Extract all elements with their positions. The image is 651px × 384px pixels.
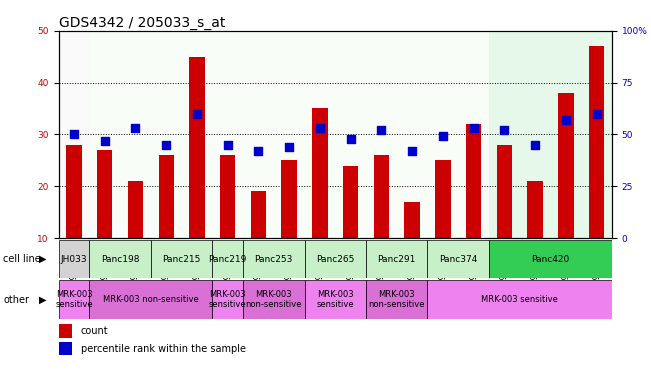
Bar bbox=[212, 280, 243, 319]
Text: JH033: JH033 bbox=[61, 255, 87, 264]
Text: GDS4342 / 205033_s_at: GDS4342 / 205033_s_at bbox=[59, 16, 225, 30]
Bar bbox=[59, 31, 89, 238]
Bar bbox=[312, 108, 327, 290]
Bar bbox=[428, 31, 458, 238]
Point bbox=[314, 125, 325, 131]
Bar bbox=[151, 31, 182, 238]
Text: Panc219: Panc219 bbox=[208, 255, 247, 264]
Bar bbox=[281, 161, 297, 290]
Bar bbox=[89, 280, 212, 319]
Text: cell line: cell line bbox=[3, 254, 41, 264]
Point bbox=[130, 125, 141, 131]
Text: MRK-003
non-sensitive: MRK-003 non-sensitive bbox=[368, 290, 425, 309]
Bar bbox=[581, 31, 612, 238]
Bar bbox=[59, 342, 72, 355]
Bar bbox=[374, 155, 389, 290]
Bar bbox=[212, 31, 243, 238]
Text: Panc420: Panc420 bbox=[531, 255, 570, 264]
Bar bbox=[428, 240, 489, 278]
Point bbox=[253, 148, 264, 154]
Bar bbox=[435, 161, 450, 290]
Text: Panc374: Panc374 bbox=[439, 255, 477, 264]
Text: MRK-003
sensitive: MRK-003 sensitive bbox=[55, 290, 93, 309]
Point bbox=[591, 111, 602, 117]
Bar bbox=[558, 93, 574, 290]
Bar bbox=[305, 31, 335, 238]
Bar bbox=[243, 31, 274, 238]
Point bbox=[468, 125, 478, 131]
Bar bbox=[189, 56, 204, 290]
Bar bbox=[551, 31, 581, 238]
Bar bbox=[466, 124, 481, 290]
Bar bbox=[489, 240, 612, 278]
Bar bbox=[366, 240, 428, 278]
Bar bbox=[305, 280, 366, 319]
Bar bbox=[428, 280, 612, 319]
Point bbox=[561, 117, 571, 123]
Text: Panc291: Panc291 bbox=[378, 255, 416, 264]
Bar bbox=[458, 31, 489, 238]
Bar bbox=[343, 166, 358, 290]
Bar bbox=[489, 31, 519, 238]
Point bbox=[437, 133, 448, 139]
Point bbox=[100, 137, 110, 144]
Bar bbox=[519, 31, 551, 238]
Point bbox=[191, 111, 202, 117]
Point bbox=[407, 148, 417, 154]
Point bbox=[284, 144, 294, 150]
Bar bbox=[274, 31, 305, 238]
Bar bbox=[366, 280, 428, 319]
Point bbox=[346, 136, 356, 142]
Bar bbox=[243, 280, 305, 319]
Bar bbox=[404, 202, 420, 290]
Text: MRK-003 sensitive: MRK-003 sensitive bbox=[481, 295, 558, 304]
Text: ▶: ▶ bbox=[39, 254, 47, 264]
Text: Panc265: Panc265 bbox=[316, 255, 354, 264]
Bar bbox=[182, 31, 212, 238]
Bar bbox=[212, 240, 243, 278]
Text: Panc215: Panc215 bbox=[162, 255, 201, 264]
Point bbox=[499, 127, 510, 133]
Bar bbox=[151, 240, 212, 278]
Point bbox=[376, 127, 387, 133]
Bar bbox=[527, 181, 543, 290]
Point bbox=[530, 142, 540, 148]
Bar bbox=[128, 181, 143, 290]
Bar bbox=[59, 324, 72, 338]
Bar bbox=[497, 145, 512, 290]
Bar bbox=[158, 155, 174, 290]
Text: percentile rank within the sample: percentile rank within the sample bbox=[81, 344, 245, 354]
Point bbox=[161, 142, 171, 148]
Text: ▶: ▶ bbox=[39, 295, 47, 305]
Bar bbox=[335, 31, 366, 238]
Bar bbox=[59, 280, 89, 319]
Text: Panc253: Panc253 bbox=[255, 255, 293, 264]
Bar bbox=[97, 150, 113, 290]
Text: Panc198: Panc198 bbox=[101, 255, 139, 264]
Bar bbox=[251, 191, 266, 290]
Point bbox=[223, 142, 233, 148]
Point bbox=[69, 131, 79, 137]
Text: MRK-003
non-sensitive: MRK-003 non-sensitive bbox=[245, 290, 302, 309]
Bar bbox=[59, 240, 89, 278]
Text: count: count bbox=[81, 326, 108, 336]
Bar bbox=[66, 145, 81, 290]
Bar bbox=[589, 46, 604, 290]
Bar bbox=[366, 31, 396, 238]
Bar bbox=[120, 31, 151, 238]
Bar bbox=[89, 31, 120, 238]
Bar bbox=[243, 240, 305, 278]
Bar bbox=[305, 240, 366, 278]
Text: MRK-003 non-sensitive: MRK-003 non-sensitive bbox=[103, 295, 199, 304]
Bar bbox=[220, 155, 236, 290]
Bar bbox=[89, 240, 151, 278]
Bar bbox=[396, 31, 428, 238]
Text: other: other bbox=[3, 295, 29, 305]
Text: MRK-003
sensitive: MRK-003 sensitive bbox=[316, 290, 354, 309]
Text: MRK-003
sensitive: MRK-003 sensitive bbox=[209, 290, 247, 309]
